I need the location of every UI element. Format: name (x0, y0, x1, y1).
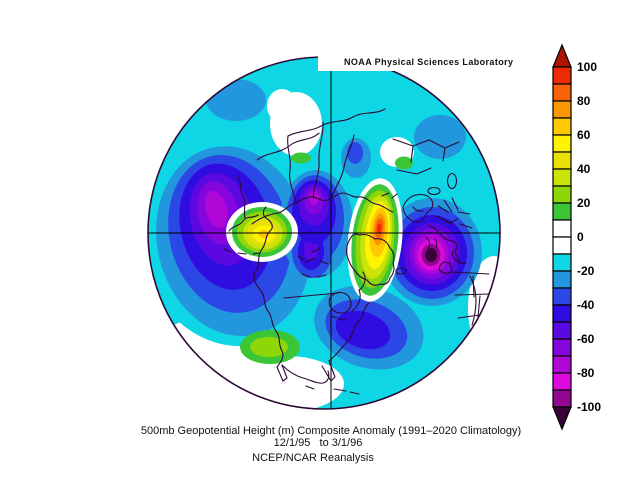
colorbar-segment (552, 134, 572, 153)
band (309, 191, 319, 205)
colorbar-label: 20 (577, 196, 591, 210)
siberia-positive-anomaly (226, 202, 298, 262)
band (395, 156, 413, 170)
band (347, 142, 363, 164)
black-sea (427, 186, 441, 196)
colorbar-label: 40 (577, 162, 591, 176)
map-disk (148, 57, 500, 409)
band (206, 79, 266, 121)
colorbar-segment (552, 338, 572, 357)
colorbar-segment (552, 202, 572, 221)
colorbar-segment (552, 304, 572, 323)
band (205, 190, 228, 229)
colorbar-label: -60 (577, 332, 595, 346)
coastline-labrador (351, 271, 366, 312)
colorbar-segment (552, 270, 572, 289)
colorbar-segment (552, 66, 572, 85)
colorbar-segment (552, 372, 572, 391)
greenland-positive-anomaly (347, 178, 403, 302)
coastline-mexico-gulf (281, 364, 330, 384)
map-title-box: NOAA Physical Sciences Laboratory (318, 53, 520, 71)
siberia-river-1 (287, 135, 297, 205)
coastline-us-east (328, 302, 370, 362)
caption-line-1: 500mb Geopotential Height (m) Composite … (140, 425, 522, 437)
siberia-river-3 (330, 134, 355, 200)
coastline-baja (276, 364, 288, 382)
colorbar-label: -100 (577, 400, 601, 414)
minor-negative-patches (206, 79, 466, 178)
colorbar-segment (552, 287, 572, 306)
colorbar-segment (552, 321, 572, 340)
coastline-greenland (346, 233, 395, 286)
coastline-caribbean (305, 385, 360, 395)
asia-border-3 (392, 138, 460, 175)
colorbar-segment (552, 100, 572, 119)
band (228, 356, 344, 409)
coastline-iberia (438, 261, 453, 274)
band (267, 89, 297, 123)
colorbar-segment (552, 236, 572, 255)
colorbar-segment (552, 185, 572, 204)
colorbar-segment (552, 355, 572, 374)
colorbar-label: 80 (577, 94, 591, 108)
coastline-hudson-bay (328, 291, 352, 314)
coastlines (223, 108, 491, 395)
colorbar-labels: 100 80 60 40 20 0 -20 -40 -60 -80 -100 (577, 60, 601, 414)
colorbar-label: 0 (577, 230, 584, 244)
colorbar-segment (552, 389, 572, 408)
colorbar-segment (552, 117, 572, 136)
map-title: NOAA Physical Sciences Laboratory (344, 57, 514, 67)
border-us-canada (283, 292, 339, 299)
coastline-scandinavia (402, 193, 434, 223)
iceland (395, 267, 407, 275)
colorbar-arrow-down (552, 406, 572, 431)
svalbard (381, 192, 398, 199)
coastline-north-america-west (253, 248, 284, 368)
colorbar-segment (552, 151, 572, 170)
coastline-florida (321, 360, 336, 382)
band (291, 152, 311, 164)
coastline-aleutians (223, 248, 261, 255)
colorbar: 100 80 60 40 20 0 -20 -40 -60 -80 -100 (552, 43, 601, 431)
southwest-us-positive-anomaly (240, 330, 300, 364)
colorbar-segment (552, 253, 572, 272)
band (414, 115, 466, 159)
siberia-river-2 (312, 121, 324, 199)
coastline-chukotka (228, 176, 259, 232)
coastline-arctic-islands (297, 248, 329, 278)
caspian-sea (446, 172, 458, 190)
asia-border-2 (256, 132, 320, 161)
asia-border-1 (287, 108, 386, 137)
colorbar-label: 60 (577, 128, 591, 142)
colorbar-label: 100 (577, 60, 597, 74)
colorbar-label: -80 (577, 366, 595, 380)
colorbar-arrow-up (552, 43, 572, 68)
caption-line-3: NCEP/NCAR Reanalysis (252, 452, 374, 464)
band (425, 248, 437, 262)
europe-borders (435, 197, 473, 229)
great-lakes (330, 315, 346, 321)
colorbar-label: -40 (577, 298, 595, 312)
colorbar-segment (552, 219, 572, 238)
coastline-siberia-arctic (251, 192, 394, 225)
british-isles (425, 236, 438, 249)
band (376, 223, 382, 234)
africa-borders (451, 271, 491, 319)
coastline-alaska (261, 206, 273, 250)
caption-line-2: 12/1/95 to 3/1/96 (273, 437, 363, 449)
colorbar-segment (552, 168, 572, 187)
band (250, 337, 288, 357)
colorbar-label: -20 (577, 264, 595, 278)
colorbar-segment (552, 83, 572, 102)
